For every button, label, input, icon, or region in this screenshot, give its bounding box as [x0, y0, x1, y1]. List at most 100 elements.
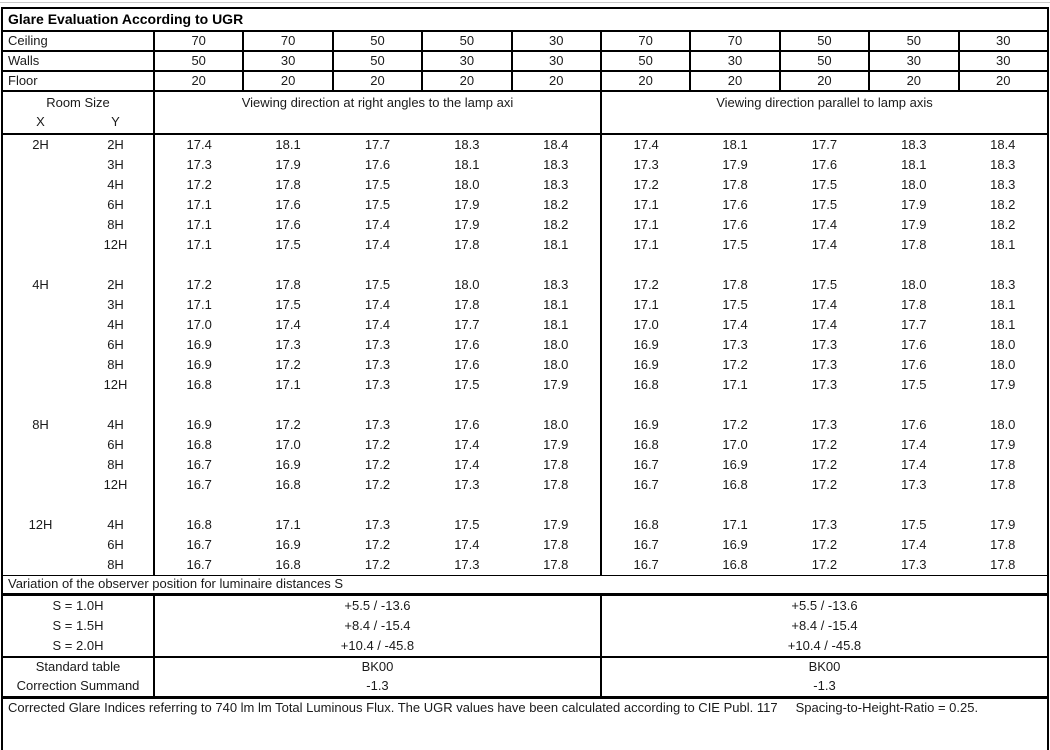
surface-value: 20	[331, 70, 424, 92]
summary-section: Standard table BK00 BK00 Correction Summand…	[2, 656, 1049, 698]
ugr-value-cell: 18.1	[901, 156, 927, 172]
ugr-value-cell: 17.5	[901, 516, 927, 532]
variation-section: Variation of the observer position for l…	[2, 575, 1049, 657]
ugr-value-cell: 17.4	[599, 134, 691, 155]
ugr-value-cell: 18.2	[543, 196, 569, 212]
ugr-value-cell: 17.3	[364, 516, 391, 532]
ugr-value-cell: 18.1	[990, 296, 1016, 312]
right-direction-header: Viewing direction parallel to lamp axis	[599, 91, 1049, 135]
room-y-label: 12H	[103, 376, 128, 392]
room-y-label: 8H	[107, 216, 124, 232]
variation-distance-label: S = 2.0H	[52, 637, 104, 653]
room-y-label: 6H	[107, 436, 124, 452]
room-y-label: 12H	[103, 476, 128, 492]
ugr-value-cell: 17.5	[275, 296, 301, 312]
surface-value: 50	[421, 30, 513, 52]
ugr-value-cell: 18.3	[990, 176, 1016, 192]
ugr-value-cell: 17.3	[811, 356, 838, 372]
surface-value: 20	[152, 70, 245, 92]
ugr-value-cell: 18.0	[543, 356, 569, 372]
ugr-value-cell: 17.3	[152, 155, 244, 175]
ugr-value-cell: 17.9	[990, 516, 1016, 532]
room-y-label: 6H	[107, 336, 124, 352]
variation-heading-row: Variation of the observer position for l…	[2, 575, 1049, 596]
page-top-edge	[0, 2, 1050, 3]
ugr-value-cell: 17.8	[990, 476, 1016, 492]
ugr-value-cell: 17.9	[990, 376, 1016, 392]
room-y-label: 12H	[103, 236, 128, 252]
ugr-value-cell: 17.1	[599, 235, 691, 255]
room-y-label: 4H	[107, 516, 124, 532]
surface-value: 70	[599, 30, 692, 52]
room-size-header: Room Size X Y	[2, 91, 154, 135]
ugr-value-cell: 17.8	[543, 476, 569, 492]
ugr-value-cell: 16.7	[599, 555, 691, 576]
ugr-value-cell: 16.8	[599, 515, 691, 535]
room-y-label: 3H	[107, 296, 124, 312]
ugr-value-cell: 17.5	[364, 176, 391, 192]
left-direction-header: Viewing direction at right angles to the…	[153, 91, 601, 135]
surface-value: 30	[510, 50, 602, 72]
variation-row: S = 1.0H +5.5 / -13.6 +5.5 / -13.6	[2, 594, 1049, 616]
room-y-label: 2H	[107, 276, 124, 292]
ugr-value-cell: 17.5	[722, 296, 748, 312]
summary-right-value: BK00	[599, 656, 1049, 677]
surface-value: 50	[152, 50, 245, 72]
ugr-value-cell: 17.1	[152, 215, 244, 235]
ugr-value-cell: 17.3	[901, 556, 927, 572]
ugr-value-cell: 16.8	[152, 375, 244, 395]
ugr-value-cell: 16.8	[599, 435, 691, 455]
ugr-value-cell: 18.1	[454, 156, 480, 172]
surface-label: Floor	[1, 70, 155, 92]
title-row: Glare Evaluation According to UGR	[2, 8, 1049, 32]
ugr-value-cell: 17.4	[364, 296, 391, 312]
variation-row: S = 2.0H +10.4 / -45.8 +10.4 / -45.8	[2, 636, 1049, 657]
ugr-value-cell: 17.8	[275, 176, 301, 192]
ugr-value-cell: 17.6	[275, 216, 301, 232]
spacer-cell	[2, 255, 154, 275]
ugr-value-cell: 17.4	[364, 236, 391, 252]
ugr-value-cell: 18.0	[990, 336, 1016, 352]
spacer-cell	[153, 255, 601, 275]
ugr-value-cell: 17.2	[275, 356, 301, 372]
ugr-value-cell: 16.9	[152, 415, 244, 435]
ugr-row: 3H 17.3 17.9 17.6 18.1 18.3 17.3 17.9 17.6 18.1 18…	[2, 155, 1048, 175]
room-y-label: 8H	[107, 556, 124, 572]
spacer-cell	[2, 395, 154, 415]
surface-value: 20	[957, 70, 1050, 92]
ugr-value-cell: 17.2	[811, 536, 838, 552]
ugr-row: 4H 17.0 17.4 17.4 17.7 18.1 17.0 17.4 17.4 17.7 18…	[2, 315, 1048, 335]
ugr-value-cell: 18.4	[990, 136, 1016, 152]
spacer-cell	[599, 395, 1049, 415]
room-x-label	[2, 535, 78, 555]
ugr-value-cell: 17.9	[275, 156, 301, 172]
ugr-value-cell: 18.1	[543, 236, 569, 252]
ugr-value-cell: 16.7	[152, 475, 244, 495]
ugr-row: 8H 17.1 17.6 17.4 17.9 18.2 17.1 17.6 17.4 17.9 18…	[2, 215, 1048, 235]
surface-value: 30	[510, 30, 602, 52]
ugr-value-cell: 17.2	[811, 476, 838, 492]
footer-row: Corrected Glare Indices referring to 740…	[2, 696, 1049, 750]
summary-left-value: -1.3	[153, 677, 601, 698]
surface-value: 30	[868, 50, 960, 72]
ugr-value-cell: 16.8	[722, 556, 748, 572]
room-x-label	[2, 155, 78, 175]
room-y-label: 4H	[107, 416, 124, 432]
ugr-value-cell: 17.1	[275, 376, 301, 392]
ugr-value-cell: 17.6	[722, 196, 748, 212]
surface-value: 20	[689, 70, 781, 92]
spacer-cell	[153, 495, 601, 515]
variation-distance-label: S = 1.0H	[52, 597, 104, 613]
surface-value: 50	[778, 30, 871, 52]
variation-heading: Variation of the observer position for l…	[2, 575, 1049, 596]
surface-value: 50	[778, 50, 871, 72]
ugr-value-cell: 17.4	[811, 236, 838, 252]
surface-label: Ceiling	[1, 30, 155, 52]
ugr-value-cell: 17.6	[275, 196, 301, 212]
ugr-value-cell: 17.4	[454, 536, 480, 552]
ugr-row: 4H 2H 17.2 17.8 17.5 18.0 18.3 17.2 17.8 17.5 18.0…	[2, 275, 1048, 295]
ugr-row: 6H 17.1 17.6 17.5 17.9 18.2 17.1 17.6 17.5 17.9 18…	[2, 195, 1048, 215]
summary-left-value: BK00	[153, 656, 601, 677]
ugr-value-cell: 16.7	[152, 455, 244, 475]
ugr-value-cell: 17.3	[364, 416, 391, 432]
